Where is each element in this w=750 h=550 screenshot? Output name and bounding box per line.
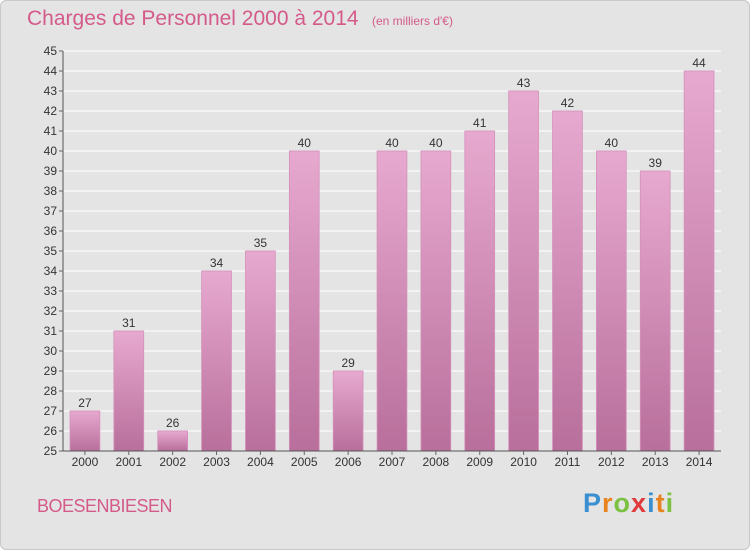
bar-2007 (376, 150, 408, 452)
x-tick-label-2012: 2012 (598, 455, 625, 469)
bar-2000 (69, 410, 101, 452)
data-label-2012: 40 (605, 136, 619, 150)
y-tick-label: 26 (44, 424, 58, 438)
data-label-2004: 35 (254, 236, 268, 250)
data-label-2000: 27 (78, 396, 92, 410)
y-tick-label: 25 (44, 444, 58, 458)
x-tick-label-2010: 2010 (510, 455, 537, 469)
x-tick-label-2008: 2008 (423, 455, 450, 469)
y-tick-label: 39 (44, 164, 58, 178)
axes: 25 26 27 28 29 30 31 32 33 34 35 36 37 38 39 40 41 42 43 44… (44, 44, 721, 469)
bar-2011 (552, 110, 583, 452)
x-tick-label-2001: 2001 (115, 455, 142, 469)
y-tick-label: 38 (44, 184, 58, 198)
x-tick-label-2014: 2014 (686, 455, 713, 469)
logo-letter: r (602, 488, 614, 518)
logo-letter: o (613, 488, 632, 518)
bar-2009 (464, 130, 496, 452)
x-tick-label-2004: 2004 (247, 455, 274, 469)
logo-letter: i (665, 488, 675, 518)
bar-2012 (596, 150, 627, 452)
data-label-2009: 41 (473, 116, 487, 130)
x-tick-label-2007: 2007 (379, 455, 406, 469)
data-label-2005: 40 (298, 136, 312, 150)
data-label-2013: 39 (649, 156, 663, 170)
bar-2003 (201, 270, 232, 452)
data-label-2003: 34 (210, 256, 224, 270)
y-tick-label: 42 (44, 104, 58, 118)
y-tick-label: 35 (44, 244, 58, 258)
chart-subtitle: (en milliers d'€) (372, 14, 453, 28)
data-label-2006: 29 (341, 356, 355, 370)
y-tick-label: 43 (44, 84, 58, 98)
proxiti-logo[interactable]: Proxiti (583, 488, 674, 519)
logo-letter: i (647, 488, 656, 518)
data-label-2007: 40 (385, 136, 399, 150)
data-label-2008: 40 (429, 136, 443, 150)
bar-2006 (332, 370, 364, 452)
logo-letter: P (583, 488, 603, 518)
x-tick-label-2006: 2006 (335, 455, 362, 469)
bar-2008 (420, 150, 452, 452)
bar-2010 (508, 90, 539, 452)
bar-2001 (113, 330, 145, 452)
logo-letter: t (655, 488, 666, 518)
y-tick-label: 36 (44, 224, 58, 238)
y-tick-label: 28 (44, 384, 58, 398)
y-tick-label: 33 (44, 284, 58, 298)
data-label-2014: 44 (692, 56, 706, 70)
x-tick-label-2005: 2005 (291, 455, 318, 469)
data-label-2002: 26 (166, 416, 180, 430)
bar-2014 (683, 70, 715, 452)
y-tick-label: 34 (44, 264, 58, 278)
y-tick-label: 30 (44, 344, 58, 358)
y-tick-label: 31 (44, 324, 58, 338)
x-tick-label-2000: 2000 (72, 455, 99, 469)
x-tick-label-2011: 2011 (555, 455, 581, 469)
x-tick-label-2013: 2013 (642, 455, 669, 469)
bar-2013 (639, 170, 671, 452)
place-name: BOESENBIESEN (37, 496, 173, 516)
chart-title: Charges de Personnel 2000 à 2014 (27, 7, 359, 30)
x-tick-label-2009: 2009 (466, 455, 493, 469)
x-tick-label-2002: 2002 (159, 455, 186, 469)
y-tick-label: 40 (44, 144, 58, 158)
data-label-2011: 42 (561, 96, 575, 110)
x-tick-label-2003: 2003 (203, 455, 230, 469)
y-tick-label: 27 (44, 404, 58, 418)
y-tick-label: 44 (44, 64, 58, 78)
y-tick-label: 29 (44, 364, 58, 378)
data-label-2010: 43 (517, 76, 531, 90)
y-tick-label: 45 (44, 44, 58, 58)
bars: 27 31 26 34 35 40 29 40 40 41 43 42 40 39 44 (69, 56, 715, 452)
bar-2002 (157, 430, 188, 452)
bar-2005 (288, 150, 320, 452)
data-label-2001: 31 (122, 316, 136, 330)
y-tick-label: 32 (44, 304, 58, 318)
logo-letter: x (631, 488, 648, 518)
y-tick-label: 37 (44, 204, 58, 218)
y-tick-label: 41 (44, 124, 58, 138)
bar-2004 (245, 250, 276, 452)
